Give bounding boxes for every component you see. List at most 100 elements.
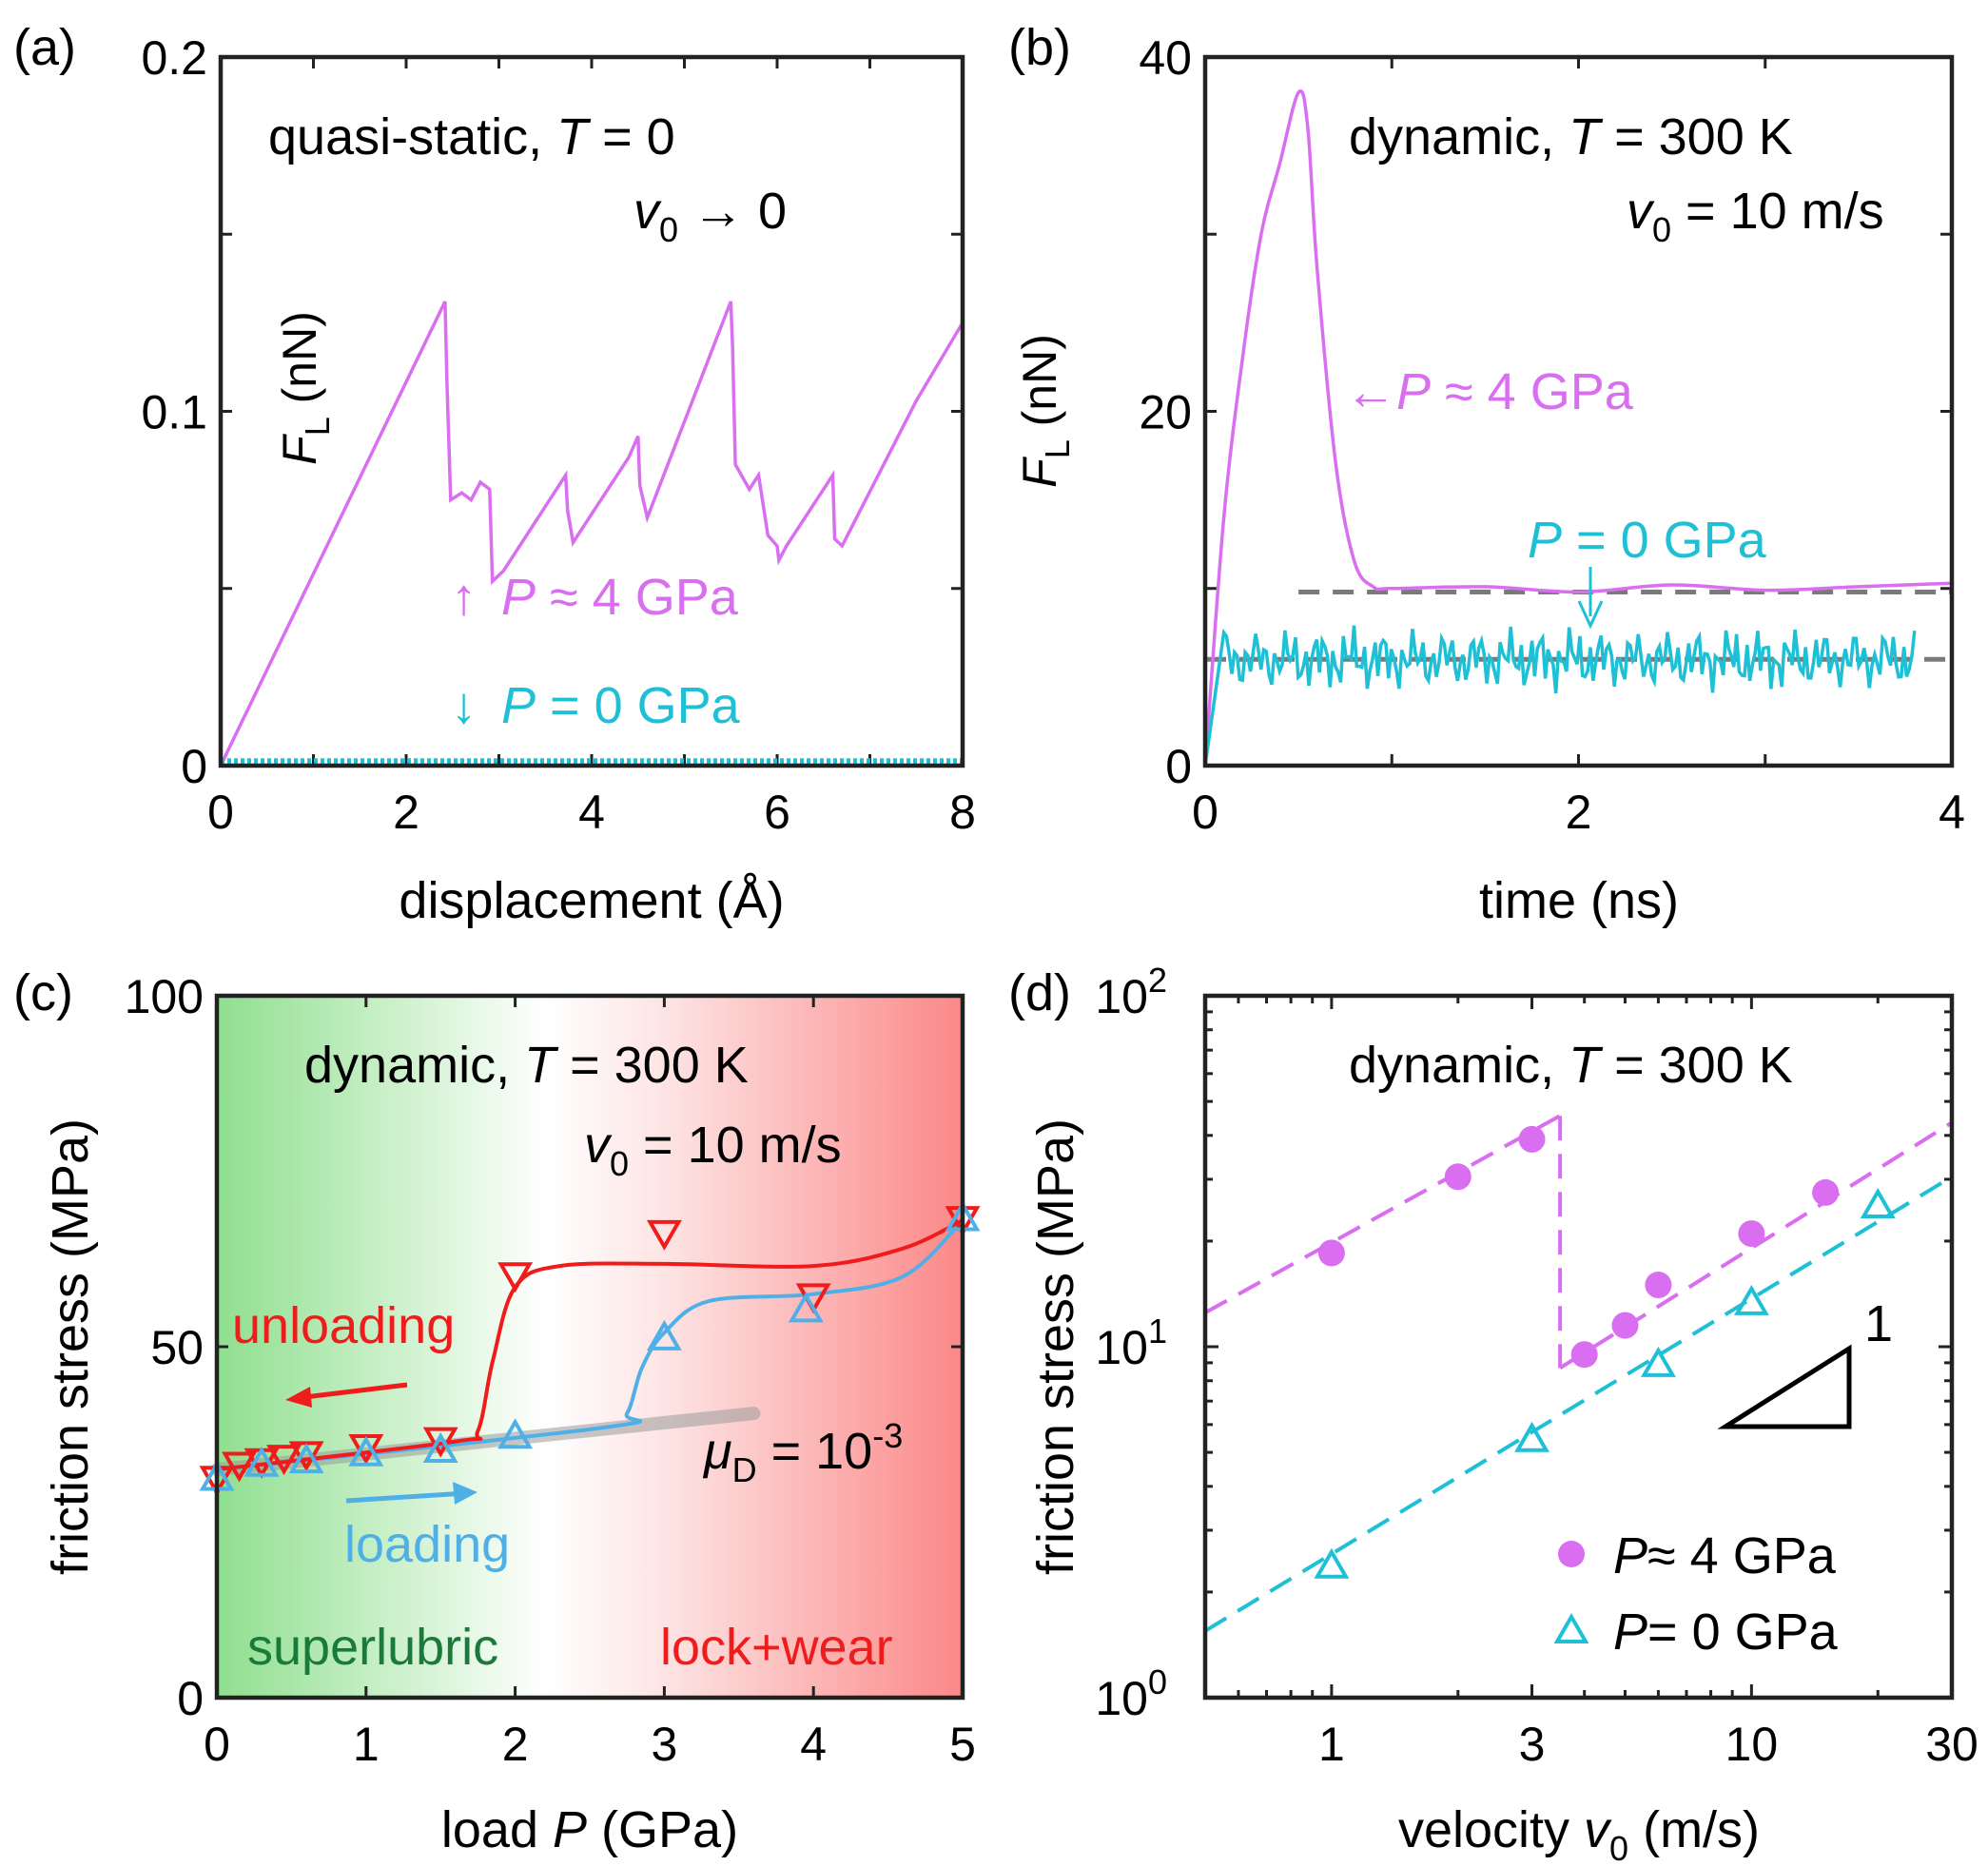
panel-c-mu-var: μ	[702, 1423, 732, 1480]
panel-c-plot	[199, 1200, 981, 1497]
panel-c-title-var: T	[524, 1037, 559, 1094]
panel-b-ytick-label: 0	[1165, 740, 1192, 793]
panel-a-legend-p0-var: P	[501, 677, 536, 734]
panel-b-ylabel-var: F	[1013, 457, 1066, 488]
panel-c-ytick-label: 0	[177, 1672, 204, 1725]
panel-b-xtick-label: 0	[1192, 786, 1218, 839]
panel-c-xlabel-suffix: (GPa)	[587, 1801, 738, 1858]
panel-c-loading-point	[646, 1319, 682, 1351]
panel-c-xtick-label: 1	[353, 1718, 380, 1771]
panel-b-ylabel: FL (nN)	[1013, 334, 1077, 488]
panel-a-xtick-label: 6	[764, 786, 790, 839]
panel-c-loading-point	[788, 1292, 824, 1323]
panel-a-ylabel-unit: (nN)	[273, 311, 326, 417]
panel-c-unloading-point	[646, 1219, 682, 1251]
panel-b-velocity: v0 = 10 m/s	[1627, 183, 1884, 249]
panel-d-legend-p0-marker	[1553, 1612, 1589, 1643]
panel-b-ytick-label: 20	[1139, 386, 1192, 439]
panel-b-label-p4-suffix: ≈ 4 GPa	[1431, 363, 1634, 420]
panel-d-p4-point	[1611, 1312, 1639, 1339]
panel-c-ytick-label: 100	[125, 970, 204, 1023]
panel-label-a: (a)	[13, 19, 76, 76]
panel-c-loading-label: loading	[344, 1516, 510, 1573]
panel-d-xlabel-var: v	[1584, 1801, 1612, 1858]
panel-a-velocity-sub: 0	[659, 210, 678, 249]
panel-d-slope-label: 1	[1864, 1295, 1893, 1352]
panel-a-legend-p0-arrow: ↓	[451, 677, 477, 734]
panel-d-xlabel-sub: 0	[1609, 1829, 1628, 1866]
panel-b-label-p0: P = 0 GPa	[1528, 512, 1767, 569]
panel-b-title-prefix: dynamic,	[1349, 108, 1569, 165]
panel-d-p4-point	[1738, 1220, 1765, 1248]
panel-d-xtick-label: 1	[1318, 1718, 1345, 1771]
panel-b-plot	[1203, 89, 1953, 767]
panel-c-xlabel-prefix: load	[441, 1801, 553, 1858]
panel-c-mu-mid: = 10	[757, 1423, 873, 1480]
panel-a-ylabel: FL (nN)	[273, 311, 337, 465]
panel-d-legend: P≈ 4 GPa P= 0 GPa	[1553, 1527, 1839, 1661]
panel-c-xlabel: load P (GPa)	[441, 1801, 738, 1858]
panel-c-unloading-arrow	[285, 1382, 408, 1408]
panel-d-xtick-label: 3	[1519, 1718, 1546, 1771]
panel-d-slope-triangle	[1717, 1344, 1852, 1429]
panel-b-velocity-var: v	[1627, 183, 1655, 240]
panel-d-xtick-label: 10	[1725, 1718, 1779, 1771]
panel-c-unloading-label: unloading	[232, 1297, 455, 1354]
panel-label-c: (c)	[13, 964, 73, 1021]
panel-d-ytick-exp: 0	[1148, 1662, 1167, 1701]
panel-c-mu-label: μD = 10-3	[702, 1416, 903, 1489]
panel-c-mu-sup: -3	[872, 1416, 903, 1455]
panel-d-p0-point	[1733, 1284, 1769, 1315]
panel-b-title-var: T	[1569, 108, 1604, 165]
panel-a-xtick-label: 0	[207, 786, 234, 839]
panel-d-axes-frame	[1202, 993, 1955, 1701]
panel-c-xtick-label: 4	[800, 1718, 827, 1771]
panel-a-legend-p4-suffix: ≈ 4 GPa	[536, 569, 739, 626]
panel-c-title-prefix: dynamic,	[304, 1037, 524, 1094]
panel-a-velocity-var: v	[633, 183, 662, 240]
panel-d-p4-point	[1812, 1178, 1840, 1206]
panel-a-series-p4-line	[219, 301, 965, 767]
panel-c-velocity-var: v	[584, 1117, 613, 1174]
panel-d-ytick-exp: 1	[1148, 1312, 1167, 1351]
panel-c-loading-point	[348, 1435, 384, 1467]
panel-a-ylabel-var: F	[273, 434, 326, 465]
panel-b-xtick-label: 4	[1939, 786, 1965, 839]
panel-d-title-var: T	[1569, 1037, 1604, 1094]
panel-d-legend-p4-suffix: ≈ 4 GPa	[1647, 1527, 1837, 1584]
panel-c-loading-point	[497, 1418, 534, 1449]
panel-c-xtick-label: 0	[204, 1718, 230, 1771]
panel-b-label-p4-arrow: ←	[1345, 363, 1396, 420]
panel-a-xtick-label: 2	[393, 786, 419, 839]
panel-d-xlabel: velocity v0 (m/s)	[1398, 1801, 1760, 1866]
panel-a-velocity: v0 → 0	[633, 183, 787, 249]
panel-d-ytick-label: 101	[1095, 1312, 1167, 1374]
panel-c-unloading-point	[422, 1427, 458, 1458]
panel-c-unloading-point	[497, 1262, 534, 1293]
panel-a-legend-p4-arrow: ↑	[451, 569, 477, 626]
panel-c-unloading-fit	[216, 1218, 964, 1472]
panel-c-unloading-point	[266, 1445, 302, 1476]
panel-d-p4-point	[1570, 1341, 1598, 1369]
panel-d-ytick-base: 10	[1095, 1672, 1148, 1725]
panel-b-label-p4-var: P	[1396, 363, 1431, 420]
panel-a-xtick-label: 4	[578, 786, 605, 839]
panel-d-legend-p0-suffix: = 0 GPa	[1647, 1604, 1839, 1661]
panel-b-series-p4-line	[1203, 89, 1953, 767]
panel-c-loading-point	[422, 1432, 458, 1464]
panel-a-legend-p0-suffix: = 0 GPa	[536, 677, 741, 734]
panel-d-p4-point	[1518, 1125, 1546, 1153]
panel-b-velocity-suffix: = 10 m/s	[1671, 183, 1884, 240]
panel-d-ytick-base: 10	[1095, 970, 1148, 1023]
panel-a-xlabel: displacement (Å)	[399, 872, 784, 929]
panel-label-b: (b)	[1008, 19, 1071, 76]
panel-b-title: dynamic, T = 300 K	[1349, 108, 1793, 165]
panel-d-xlabel-prefix: velocity	[1398, 1801, 1584, 1858]
panel-c-velocity-sub: 0	[610, 1144, 629, 1183]
panel-c-region-background	[217, 996, 963, 1698]
panel-c-axes-frame	[214, 993, 965, 1701]
